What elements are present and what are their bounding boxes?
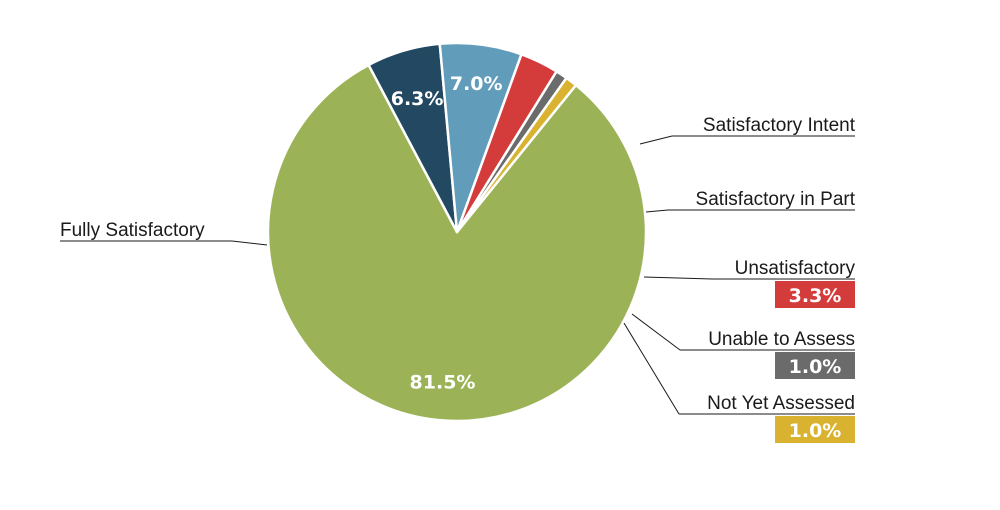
slice-value-unable-to-assess: 1.0%: [789, 356, 842, 378]
pie-labels: Fully Satisfactory 81.5% Satisfactory Inte…: [60, 73, 856, 443]
leader-line-not-yet-assessed: [623, 322, 680, 415]
leader-line-satisfactory-in-part: [645, 209, 669, 213]
slice-label-satisfactory-in-part: Satisfactory in Part: [696, 189, 856, 210]
slice-value-not-yet-assessed: 1.0%: [789, 420, 842, 442]
leader-line-unable-to-assess: [631, 313, 681, 351]
slice-fully-satisfactory: [266, 63, 648, 423]
value-badge-unsatisfactory: [775, 281, 855, 308]
slice-value-fully-satisfactory: 81.5%: [410, 371, 476, 393]
slice-value-unsatisfactory: 3.3%: [789, 285, 842, 307]
slice-label-unsatisfactory: Unsatisfactory: [735, 258, 856, 279]
slice-label-fully-satisfactory: Fully Satisfactory: [60, 220, 205, 241]
leader-line-satisfactory-intent: [639, 135, 673, 145]
leader-line-fully-satisfactory: [231, 240, 268, 246]
value-badge-not-yet-assessed: [775, 416, 855, 443]
slice-value-satisfactory-intent: 6.3%: [391, 88, 444, 110]
slice-value-satisfactory-in-part: 7.0%: [450, 73, 503, 95]
slice-not-yet-assessed: [455, 76, 578, 234]
slice-label-satisfactory-intent: Satisfactory Intent: [703, 115, 856, 136]
pie-slices: [266, 41, 648, 423]
leader-line-unsatisfactory: [643, 276, 713, 280]
slice-label-unable-to-assess: Unable to Assess: [708, 329, 855, 350]
value-badge-unable-to-assess: [775, 352, 855, 379]
slice-label-not-yet-assessed: Not Yet Assessed: [707, 393, 855, 414]
